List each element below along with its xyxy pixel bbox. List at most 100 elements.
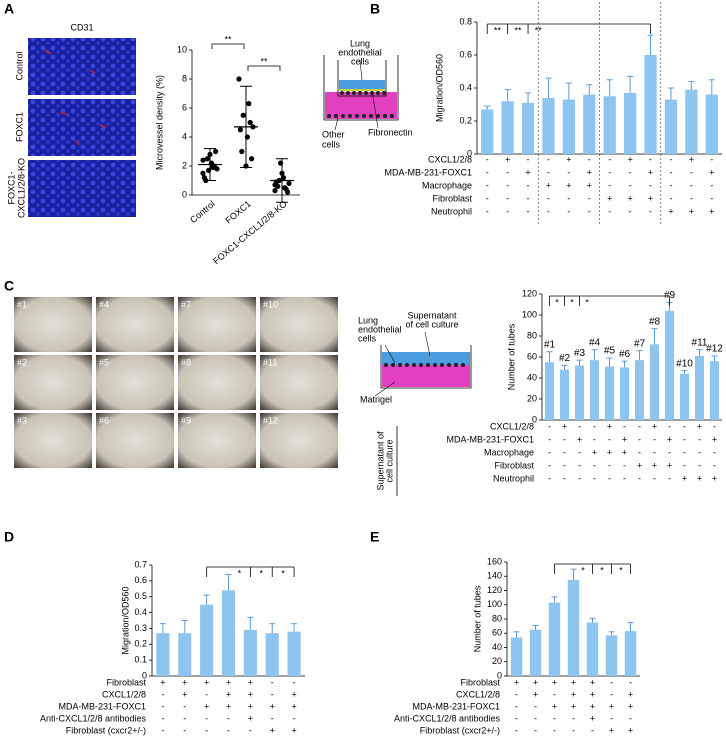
- y-tick-label: 6: [182, 102, 187, 112]
- dot: [236, 76, 242, 82]
- condition-label: Fibroblast: [460, 677, 500, 687]
- condition-sign: -: [608, 460, 611, 470]
- condition-sign: +: [577, 434, 582, 444]
- condition-label: Fibroblast: [494, 460, 534, 470]
- condition-sign: -: [690, 180, 693, 190]
- y-tick-label: 0.5: [134, 591, 147, 601]
- condition-label: Neutrophil: [493, 473, 534, 483]
- bar: [665, 310, 674, 420]
- condition-sign: +: [637, 460, 642, 470]
- condition-label: CXCL1/2/8: [456, 689, 500, 699]
- condition-sign: -: [506, 206, 509, 216]
- bar: [510, 637, 523, 676]
- condition-sign: -: [572, 725, 575, 735]
- image: [28, 38, 136, 95]
- condition-sign: +: [652, 421, 657, 431]
- condition-label: Neutrophil: [431, 206, 472, 216]
- y-tick-label: 20: [527, 393, 537, 403]
- bar: [562, 99, 575, 154]
- y-tick-label: 60: [527, 351, 537, 361]
- condition-sign: -: [608, 473, 611, 483]
- bar-label: #2: [559, 353, 571, 364]
- dot: [272, 188, 278, 194]
- condition-sign: -: [527, 206, 530, 216]
- bar: [521, 102, 535, 154]
- condition-sign: -: [653, 447, 656, 457]
- image: [260, 413, 338, 468]
- bar: [575, 365, 584, 420]
- condition-sign: -: [638, 473, 641, 483]
- y-tick-label: 8: [182, 73, 187, 83]
- condition-sign: +: [607, 447, 612, 457]
- condition-sign: +: [627, 193, 632, 203]
- condition-sign: -: [486, 193, 489, 203]
- condition-sign: +: [270, 701, 275, 711]
- condition-sign: +: [648, 167, 653, 177]
- condition-sign: -: [591, 725, 594, 735]
- y-tick-label: 40: [527, 372, 537, 382]
- bar: [586, 622, 599, 676]
- condition-sign: -: [608, 154, 611, 164]
- condition-sign: -: [506, 167, 509, 177]
- y-tick-label: 0.2: [459, 115, 472, 125]
- bar: [221, 590, 236, 676]
- condition-sign: -: [623, 421, 626, 431]
- condition-sign: -: [638, 447, 641, 457]
- condition-sign: +: [546, 180, 551, 190]
- condition-sign: -: [293, 677, 296, 687]
- bar: [529, 629, 542, 676]
- condition-sign: -: [553, 689, 556, 699]
- side-label: Supernatant of: [375, 431, 385, 491]
- image-title: CD31: [70, 22, 93, 32]
- bar-label: #11: [692, 337, 708, 348]
- panel-letter: A: [4, 1, 14, 17]
- condition-sign: +: [552, 701, 557, 711]
- condition-sign: +: [622, 447, 627, 457]
- condition-sign: -: [683, 421, 686, 431]
- condition-sign: -: [683, 434, 686, 444]
- condition-sign: -: [553, 713, 556, 723]
- y-tick-label: 0: [467, 148, 472, 158]
- significance: **: [494, 25, 502, 35]
- panel-letter: E: [370, 529, 379, 545]
- condition-sign: +: [571, 689, 576, 699]
- dot: [201, 175, 207, 181]
- bar: [624, 92, 637, 154]
- condition-sign: -: [638, 434, 641, 444]
- significance: **: [514, 25, 522, 35]
- bar: [567, 579, 580, 676]
- bar: [545, 362, 554, 420]
- condition-sign: -: [669, 167, 672, 177]
- diagram-label: of cell culture: [405, 319, 458, 329]
- condition-sign: +: [566, 154, 571, 164]
- condition-sign: +: [248, 677, 253, 687]
- dot: [213, 148, 219, 155]
- condition-sign: -: [527, 180, 530, 190]
- bar-label: #9: [664, 290, 676, 301]
- diagram-label: endothelial: [358, 324, 402, 334]
- condition-sign: +: [590, 677, 595, 687]
- condition-sign: +: [592, 447, 597, 457]
- condition-sign: +: [204, 701, 209, 711]
- dot: [240, 112, 246, 118]
- condition-sign: +: [248, 701, 253, 711]
- condition-sign: -: [610, 713, 613, 723]
- condition-sign: +: [291, 689, 296, 699]
- pointer: [334, 59, 379, 131]
- condition-sign: +: [682, 473, 687, 483]
- dot: [247, 119, 253, 126]
- row-label: CXCL1/2/8-KO: [16, 158, 26, 218]
- condition-sign: -: [527, 193, 530, 203]
- condition-sign: +: [587, 180, 592, 190]
- bar: [603, 96, 616, 154]
- condition-sign: -: [710, 154, 713, 164]
- condition-sign: -: [649, 180, 652, 190]
- condition-sign: -: [515, 701, 518, 711]
- panel-letter: C: [4, 278, 14, 294]
- diagram-label: Lung: [358, 315, 378, 325]
- condition-sign: +: [571, 701, 576, 711]
- y-axis-label: Migration/OD560: [120, 586, 130, 654]
- condition-sign: -: [683, 447, 686, 457]
- x-tick-label: FOXC1: [223, 199, 252, 226]
- bar: [624, 631, 637, 676]
